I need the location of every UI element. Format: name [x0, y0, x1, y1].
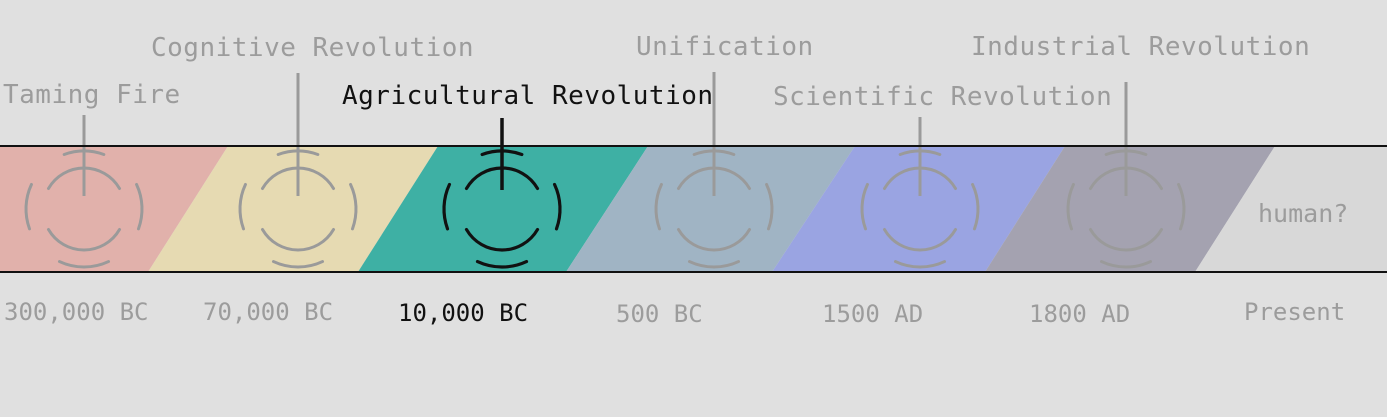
target-icon	[238, 149, 358, 269]
event-label-cognitive-revolution: Cognitive Revolution	[151, 33, 475, 63]
target-icon	[860, 149, 980, 269]
era-band-3	[566, 146, 855, 272]
event-label-scientific-revolution: Scientific Revolution	[773, 82, 1113, 112]
era-band-present	[1195, 146, 1387, 272]
era-band-5	[985, 146, 1275, 272]
era-band-4	[772, 146, 1065, 272]
event-label-agricultural-revolution: Agricultural Revolution	[342, 81, 714, 111]
event-label-industrial-revolution: Industrial Revolution	[971, 32, 1311, 62]
event-date-1800-ad: 1800 AD	[1029, 300, 1131, 328]
era-band-2	[358, 146, 648, 272]
event-date-1500-ad: 1500 AD	[822, 300, 924, 328]
end-date-present: Present	[1244, 298, 1346, 326]
event-label-unification: Unification	[636, 32, 814, 62]
event-date-300000-bc: 300,000 BC	[4, 298, 149, 326]
target-icon	[1066, 149, 1186, 269]
target-icon	[442, 149, 562, 269]
event-label-taming-fire: Taming Fire	[3, 80, 181, 110]
event-date-500-bc: 500 BC	[616, 300, 703, 328]
era-band-1	[148, 146, 438, 272]
end-label-human: human?	[1258, 199, 1349, 228]
target-icon	[24, 149, 144, 269]
target-icon	[654, 149, 774, 269]
event-date-10000-bc: 10,000 BC	[398, 299, 529, 327]
event-date-70000-bc: 70,000 BC	[203, 298, 334, 326]
